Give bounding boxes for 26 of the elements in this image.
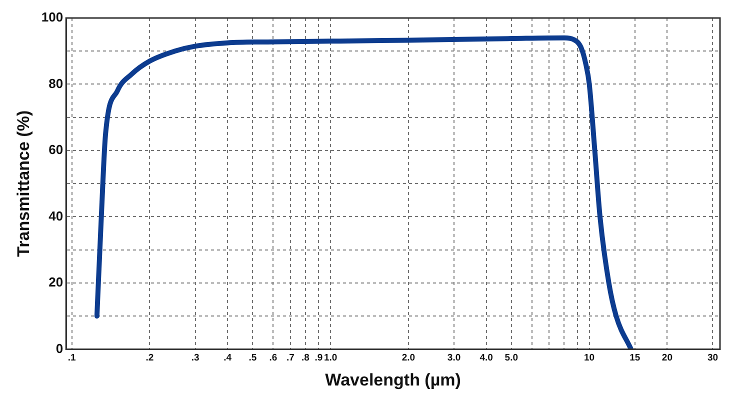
x-tick-label: 3.0 [447,352,461,364]
x-tick-label: .3 [191,352,200,364]
y-tick-label: 80 [48,76,64,91]
x-tick-label: 5.0 [504,352,518,364]
x-tick-label: .4 [224,352,232,364]
x-tick-label: 15 [630,352,641,364]
x-tick-label: 30 [707,352,718,364]
x-axis-title: Wavelength (µm) [325,370,461,390]
x-tick-label: .9 [314,352,323,364]
x-tick-label: 1.0 [324,352,338,364]
y-tick-label: 100 [41,10,64,25]
y-tick-label: 20 [48,274,64,290]
x-tick-label: .8 [302,352,310,364]
x-tick-label: .6 [269,352,278,364]
x-tick-label: 4.0 [480,352,493,364]
x-tick-label: 10 [584,352,595,364]
y-tick-label: 40 [48,208,64,224]
x-tick-label: .1 [68,352,77,364]
y-tick-label: 0 [56,340,64,356]
x-tick-label: 2.0 [402,352,416,364]
x-tick-label: .7 [286,352,294,364]
y-tick-label: 60 [48,142,64,158]
x-tick-label: .5 [248,352,258,364]
x-tick-label: .2 [146,352,154,364]
y-axis-title: Transmittance (%) [14,110,33,257]
x-tick-label: 20 [662,352,672,364]
